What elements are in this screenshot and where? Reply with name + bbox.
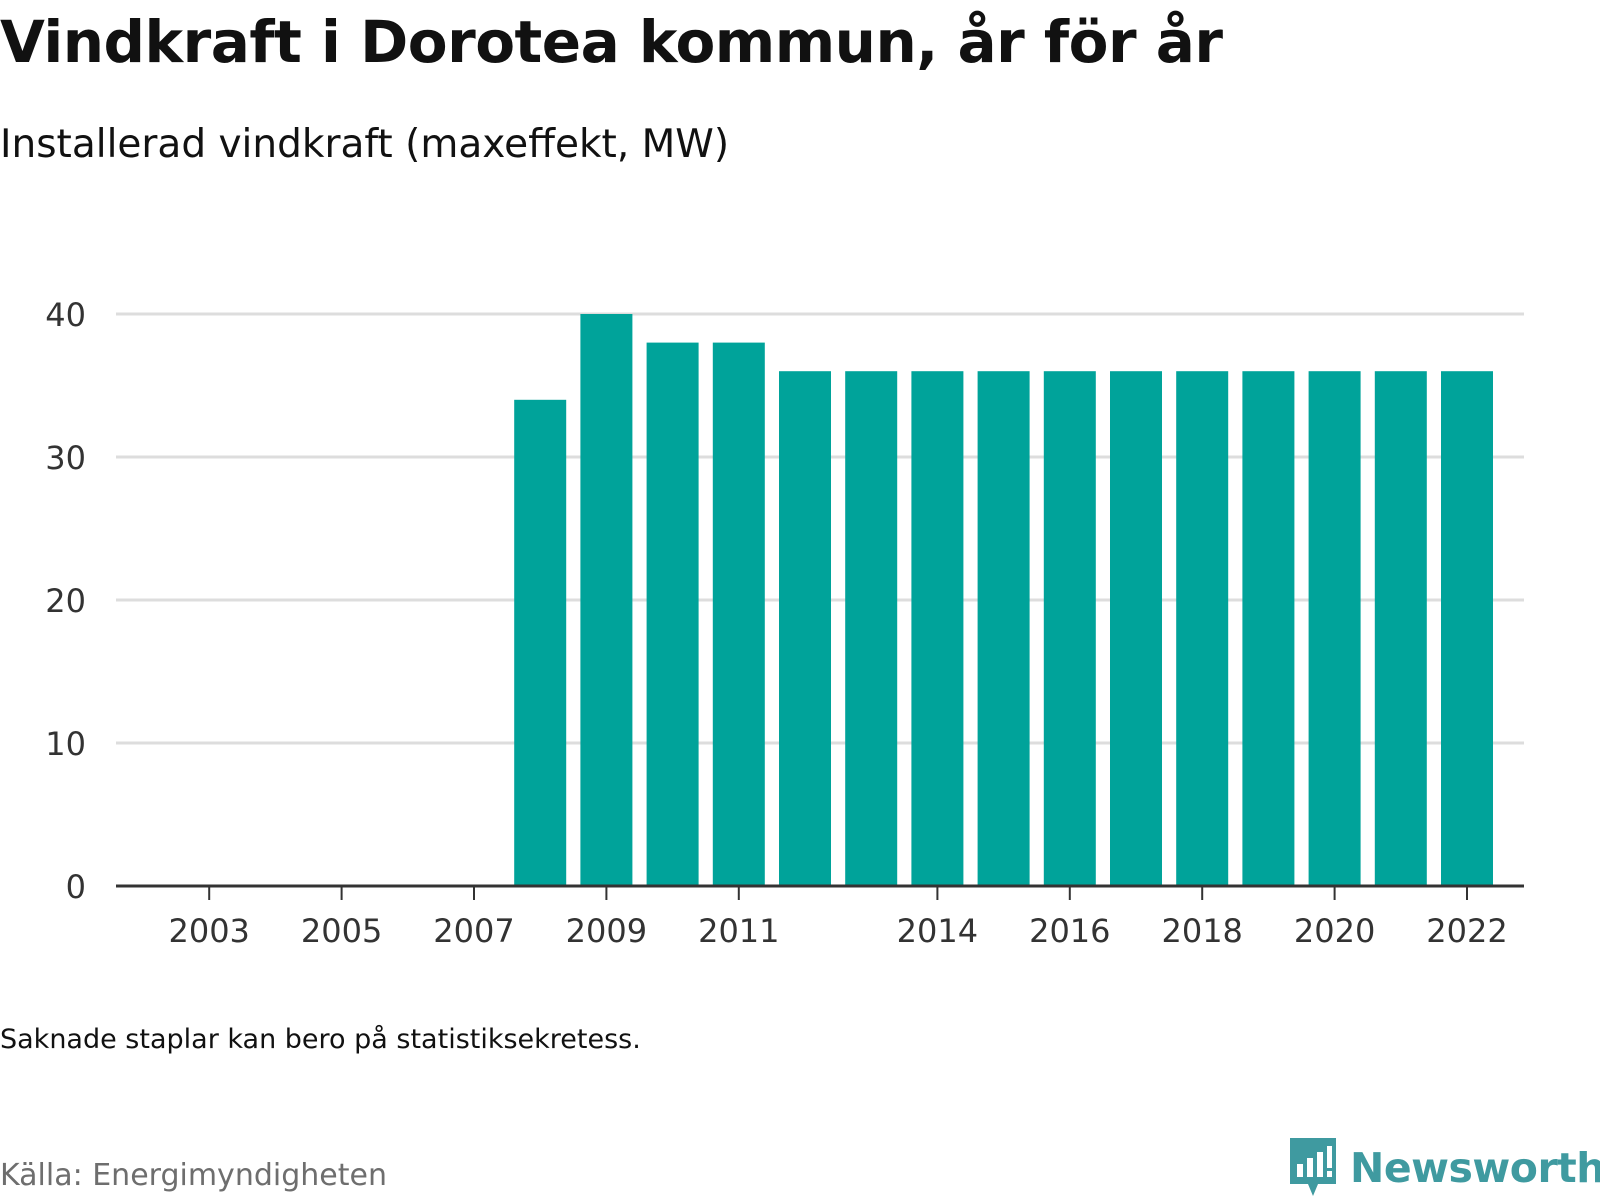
- bar-2009: [580, 314, 633, 886]
- bar-2013: [845, 371, 898, 886]
- bar-2014: [911, 371, 964, 886]
- x-tick-label: 2014: [897, 912, 978, 950]
- y-tick-label: 20: [45, 582, 86, 620]
- bar-2011: [712, 342, 765, 887]
- bar-2010: [646, 342, 699, 887]
- x-tick-label: 2009: [566, 912, 647, 950]
- y-tick-label: 10: [45, 725, 86, 763]
- chart-title: Vindkraft i Dorotea kommun, år för år: [0, 8, 1223, 76]
- bar-2015: [977, 371, 1030, 886]
- bar-2020: [1308, 371, 1361, 886]
- bar-2012: [779, 371, 831, 886]
- x-tick-label: 2020: [1294, 912, 1375, 950]
- x-tick-label: 2003: [168, 912, 249, 950]
- bar-2021: [1374, 371, 1427, 886]
- x-tick-label: 2011: [698, 912, 779, 950]
- bars: [514, 314, 1493, 887]
- chart-subtitle: Installerad vindkraft (maxeffekt, MW): [0, 122, 730, 167]
- x-tick-label: 2005: [301, 912, 382, 950]
- x-tick-label: 2016: [1029, 912, 1110, 950]
- bar-2022: [1441, 371, 1493, 886]
- newsworthy-logo-icon: [1290, 1138, 1336, 1196]
- axes: 0 10 20 30 40 2003 2005 2007 2009 2011 2014 2016 201…: [45, 296, 1524, 950]
- source-label: Källa: Energimyndigheten: [0, 1158, 387, 1193]
- bar-2019: [1242, 371, 1295, 886]
- bar-2017: [1110, 371, 1162, 886]
- brand-logo: Newsworthy: [1288, 1136, 1600, 1200]
- bar-2016: [1043, 371, 1096, 886]
- brand-name: Newsworthy: [1350, 1144, 1600, 1192]
- y-tick-label: 30: [45, 439, 86, 477]
- y-tick-label: 0: [66, 868, 86, 906]
- x-tick-label: 2022: [1426, 912, 1507, 950]
- x-tick-label: 2007: [433, 912, 514, 950]
- bar-2018: [1176, 371, 1229, 886]
- bar-2008: [514, 399, 567, 886]
- footnote: Saknade staplar kan bero på statistiksek…: [0, 1024, 641, 1055]
- bar-chart: 0 10 20 30 40 2003 2005 2007 2009 2011 2014 2016 201…: [45, 296, 1524, 950]
- y-tick-label: 40: [45, 296, 86, 334]
- x-tick-label: 2018: [1161, 912, 1242, 950]
